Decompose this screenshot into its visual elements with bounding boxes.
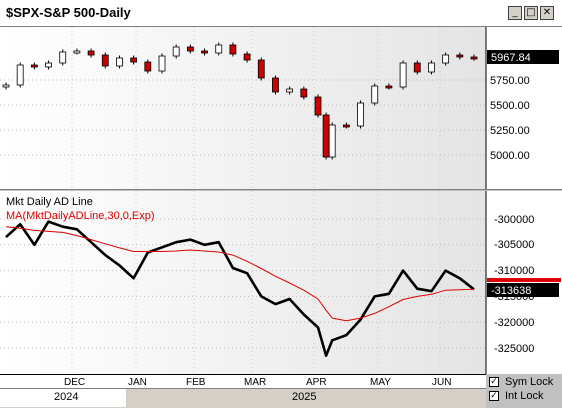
- candle: [59, 49, 67, 66]
- candle: [342, 122, 350, 129]
- sym-lock-checkbox[interactable]: ✓ Sym Lock: [489, 376, 559, 389]
- month-label: DEC: [64, 377, 85, 388]
- candle: [272, 75, 279, 95]
- candle: [144, 59, 152, 74]
- int-lock-checkbox[interactable]: ✓ Int Lock: [489, 390, 559, 403]
- candle: [385, 83, 393, 90]
- price-last-value-box: [487, 50, 559, 64]
- price-tick-label: 5500.00: [490, 100, 530, 112]
- candle: [201, 48, 208, 56]
- sym-lock-label: Sym Lock: [505, 376, 554, 388]
- close-button[interactable]: ✕: [540, 6, 554, 20]
- ad-axis: [486, 191, 562, 374]
- year-label-2024: 2024: [54, 391, 79, 403]
- candle: [286, 86, 294, 95]
- candle: [428, 60, 435, 75]
- ad-line-label: Mkt Daily AD Line: [6, 196, 93, 208]
- price-tick-label: 5000.00: [490, 150, 530, 162]
- candle: [16, 62, 24, 88]
- ad-last-value-box: [487, 283, 559, 297]
- minimize-button[interactable]: _: [508, 6, 522, 20]
- ma-last-marker: [487, 278, 561, 282]
- candle: [328, 122, 336, 160]
- candle: [257, 57, 265, 81]
- month-labels: DEC JAN FEB MAR APR MAY JUN: [64, 377, 451, 388]
- ma-line-series: [5, 226, 475, 322]
- ma-label: MA(MktDailyADLine,30,0,Exp): [6, 210, 155, 222]
- month-label: JUN: [432, 377, 451, 388]
- int-lock-label: Int Lock: [505, 390, 544, 402]
- candle: [399, 60, 407, 90]
- candle: [300, 86, 308, 100]
- candle: [172, 44, 180, 59]
- candle: [158, 53, 166, 74]
- year-axis: 2024 2025: [0, 388, 486, 408]
- month-label: MAR: [244, 377, 266, 388]
- window-titlebar[interactable]: $SPX-S&P 500-Daily _ □ ✕: [0, 0, 562, 27]
- ad-last-value: -313638: [491, 285, 531, 297]
- year-label-2025: 2025: [292, 391, 317, 403]
- candle: [215, 42, 223, 56]
- int-lock-check-icon[interactable]: ✓: [489, 391, 499, 401]
- candle: [87, 48, 95, 58]
- candle: [322, 112, 330, 160]
- price-panel[interactable]: [0, 27, 486, 189]
- price-last-value: 5967.84: [491, 52, 531, 64]
- month-label: MAY: [370, 377, 391, 388]
- candle: [243, 51, 251, 63]
- price-y-ticks: 5750.00 5500.00 5250.00 5000.00: [490, 75, 530, 162]
- candle: [314, 94, 322, 118]
- month-label: FEB: [186, 377, 206, 388]
- ad-tick-label: -325000: [494, 343, 534, 355]
- candle: [357, 100, 364, 129]
- candle: [45, 60, 52, 70]
- window-title: $SPX-S&P 500-Daily: [6, 5, 131, 20]
- candle: [130, 55, 138, 65]
- candle: [2, 82, 10, 90]
- candle: [470, 54, 478, 61]
- ad-tick-label: -310000: [494, 265, 534, 277]
- candlestick-series: [2, 42, 478, 160]
- ad-tick-label: -305000: [494, 239, 534, 251]
- maximize-button[interactable]: □: [524, 6, 538, 20]
- candle: [186, 44, 194, 54]
- month-label: APR: [306, 377, 327, 388]
- price-tick-label: 5750.00: [490, 75, 530, 87]
- candle: [442, 52, 450, 66]
- candle: [73, 48, 81, 55]
- candle: [456, 52, 464, 60]
- price-tick-label: 5250.00: [490, 125, 530, 137]
- month-label: JAN: [128, 377, 147, 388]
- candle: [229, 42, 237, 57]
- ad-tick-label: -300000: [494, 214, 534, 226]
- candle: [30, 62, 38, 70]
- sym-lock-check-icon[interactable]: ✓: [489, 377, 499, 387]
- ad-tick-label: -320000: [494, 317, 534, 329]
- time-axis: [0, 374, 486, 388]
- candle: [371, 83, 379, 106]
- candle: [116, 55, 123, 69]
- candle: [413, 60, 421, 75]
- ad-line-panel[interactable]: [0, 191, 486, 374]
- candle: [101, 52, 109, 69]
